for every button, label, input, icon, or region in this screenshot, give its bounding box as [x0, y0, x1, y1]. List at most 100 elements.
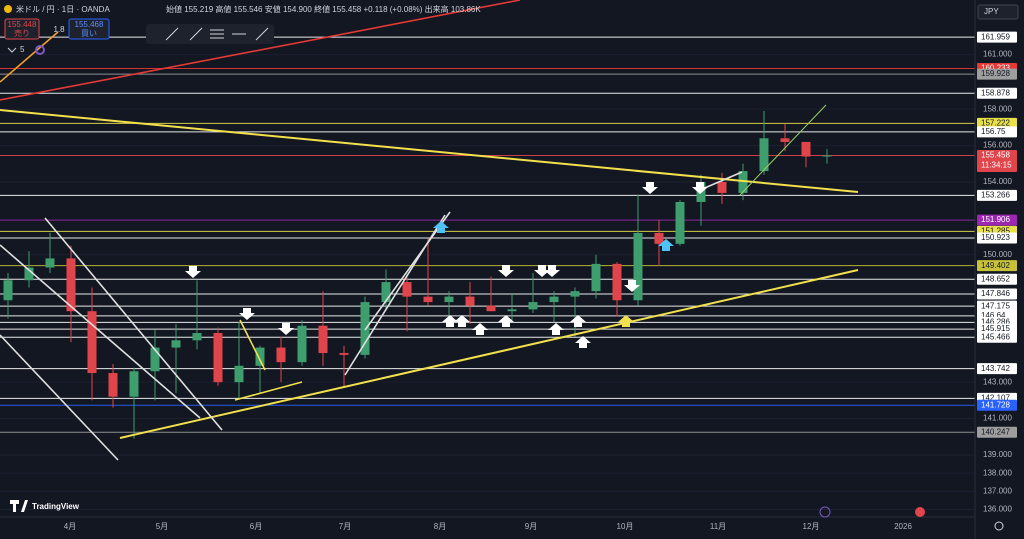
candle-body	[339, 353, 349, 355]
currency-button[interactable]	[977, 4, 1019, 20]
settings-icon[interactable]	[994, 521, 1004, 531]
price-tag	[977, 87, 1017, 99]
candle-body	[129, 371, 139, 397]
trend-line	[0, 109, 859, 193]
arrow-down	[239, 308, 255, 320]
countdown: 11:34:15	[981, 161, 1012, 170]
price-tag-label: 155.458	[981, 151, 1010, 160]
quote-line: 始値 155.219 高値 155.546 安値 154.900 終値 155.…	[166, 4, 481, 14]
price-tag-label: 160.233	[981, 64, 1010, 73]
trend-line	[0, 31, 59, 83]
candle-body	[192, 333, 202, 341]
candle-body	[759, 138, 769, 172]
price-tag-label: 146.64	[981, 311, 1006, 320]
y-tick-label: 154.000	[983, 177, 1012, 186]
indicator-count: 5	[20, 45, 25, 54]
x-tick-label: 5月	[156, 522, 168, 531]
candle-body	[171, 340, 181, 348]
drawings	[0, 0, 859, 461]
sell-label: 売り	[14, 28, 30, 38]
channel-line	[0, 334, 119, 461]
price-tag-label: 142.107	[981, 394, 1010, 403]
y-tick-label: 137.000	[983, 486, 1012, 495]
price-tag	[977, 126, 1017, 138]
price-tag	[977, 273, 1017, 285]
candle-body	[507, 309, 517, 312]
y-tick-label: 158.000	[983, 104, 1012, 113]
price-tag-label: 141.728	[981, 400, 1010, 409]
indicator-icon[interactable]	[35, 45, 45, 55]
arrow-up	[433, 221, 449, 233]
sell-button[interactable]	[4, 18, 40, 40]
candle-body	[654, 232, 664, 244]
candle-body	[675, 201, 685, 244]
collapse-icon[interactable]	[7, 47, 17, 53]
price-tag	[977, 288, 1017, 300]
channel-line	[364, 211, 451, 331]
arrow-up	[454, 315, 470, 327]
price-tag	[977, 331, 1017, 343]
price-tag	[977, 149, 1017, 172]
arrow-down	[498, 265, 514, 277]
candle-body	[213, 333, 223, 383]
candle-body	[549, 296, 559, 303]
arrow-down	[692, 182, 708, 194]
y-tick-label: 141.000	[983, 414, 1012, 423]
price-tag-label: 159.928	[981, 69, 1010, 78]
y-tick-label: 136.000	[983, 505, 1012, 514]
candle-body	[717, 181, 727, 193]
candle-body	[423, 296, 433, 303]
buy-button[interactable]	[68, 18, 110, 40]
x-tick-label: 2026	[894, 522, 912, 531]
x-tick-label: 4月	[64, 522, 76, 531]
y-tick-label: 138.000	[983, 468, 1012, 477]
spread: 1.8	[53, 25, 65, 34]
candle-body	[45, 258, 55, 268]
header: 米ドル / 円 · 1日 · OANDA 始値 155.219 高値 155.5…	[4, 4, 1019, 55]
price-tag-label: 151.906	[981, 215, 1010, 224]
price-tag	[977, 214, 1017, 226]
candle-body	[780, 138, 790, 142]
event-icon[interactable]	[819, 506, 831, 518]
symbol-title: 米ドル / 円 · 1日 · OANDA	[16, 4, 110, 14]
price-tag-label: 140.247	[981, 427, 1010, 436]
arrow-up	[570, 315, 586, 327]
arrow-down	[185, 266, 201, 278]
brand-logo	[10, 500, 28, 512]
candle-body	[570, 291, 580, 297]
candle-body	[3, 280, 13, 301]
candle-body	[360, 302, 370, 355]
price-tag-label: 151.285	[981, 226, 1010, 235]
currency: JPY	[984, 7, 999, 16]
arrows	[185, 182, 708, 348]
event-icon[interactable]	[915, 507, 925, 517]
price-tag-label: 153.266	[981, 190, 1010, 199]
price-tag-label: 148.652	[981, 274, 1010, 283]
candle-body	[402, 282, 412, 297]
price-tag	[977, 232, 1017, 244]
arrow-down	[278, 323, 294, 335]
trend-line	[0, 0, 521, 101]
arrow-up	[548, 323, 564, 335]
buy-label: 買い	[81, 29, 97, 38]
price-tag-label: 156.75	[981, 127, 1006, 136]
candle-body	[465, 296, 475, 306]
sell-price: 155.448	[8, 20, 37, 29]
price-tag	[977, 68, 1017, 80]
arrow-up	[498, 315, 514, 327]
x-tick-label: 9月	[525, 522, 537, 531]
price-tag-label: 145.466	[981, 332, 1010, 341]
symbol-icon	[4, 5, 12, 13]
candle-body	[108, 373, 118, 397]
channel-line	[44, 217, 223, 431]
arrow-down	[624, 280, 640, 292]
channel-line	[0, 244, 201, 419]
y-tick-label: 150.000	[983, 250, 1012, 259]
arrow-up	[618, 315, 634, 327]
toolbar-icons[interactable]	[165, 27, 269, 41]
arrow-up	[472, 323, 488, 335]
x-tick-label: 8月	[434, 522, 446, 531]
candle-body	[444, 296, 454, 303]
